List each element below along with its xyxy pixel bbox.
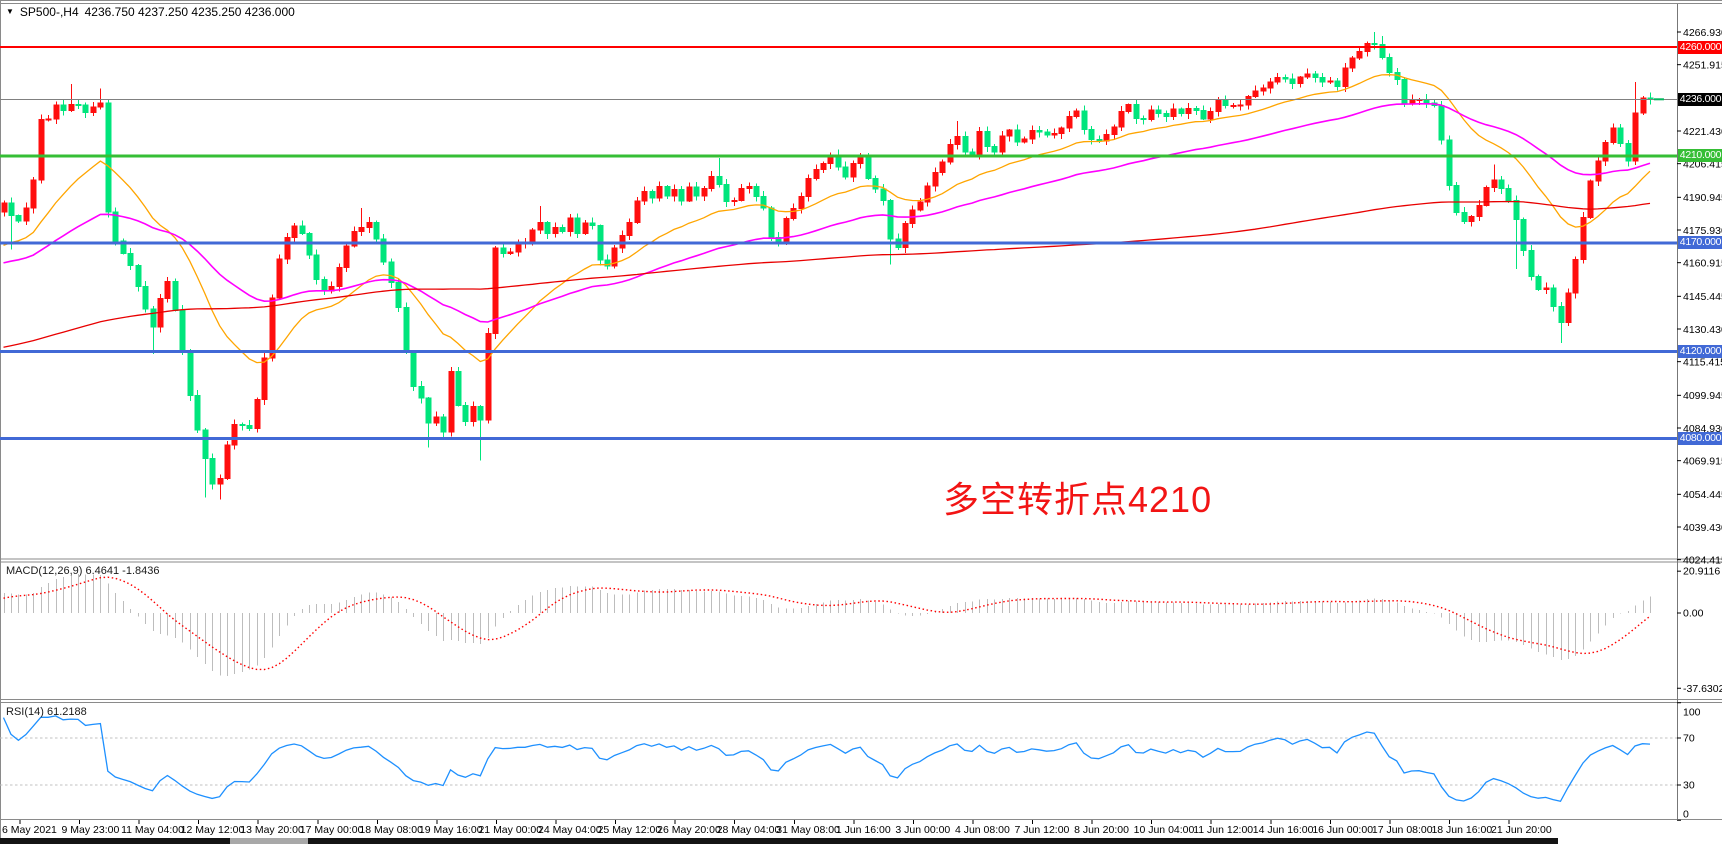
price-badge-4170.000: 4170.000 <box>1678 236 1722 250</box>
price-axis-label: 4145.445 <box>1683 291 1722 303</box>
time-axis-label: 21 Jun 20:00 <box>1491 824 1552 836</box>
price-axis-label: 4190.945 <box>1683 192 1722 204</box>
price-axis-label: 4160.915 <box>1683 257 1722 269</box>
chart-title-bar: ▼ SP500-,H4 4236.750 4237.250 4235.250 4… <box>6 5 295 19</box>
price-axis-label: 4175.930 <box>1683 225 1722 237</box>
macd-axis-label: 20.9116 <box>1683 566 1720 578</box>
macd-signal-line <box>3 576 1651 671</box>
time-axis-label: 13 May 20:00 <box>240 824 304 836</box>
symbol-dropdown-icon[interactable]: ▼ <box>6 7 14 16</box>
price-axis-label: 4099.945 <box>1683 390 1722 402</box>
time-axis-label: 18 Jun 16:00 <box>1431 824 1492 836</box>
price-axis-label: 4069.915 <box>1683 455 1722 467</box>
price-level-lines <box>0 46 1677 441</box>
price-badge-4080.000: 4080.000 <box>1678 432 1722 446</box>
price-axis-label: 4039.430 <box>1683 522 1722 534</box>
price-axis-label: 4084.930 <box>1683 423 1722 435</box>
rsi-axis-label: 100 <box>1683 707 1701 719</box>
time-axis-label: 18 May 08:00 <box>359 824 423 836</box>
price-axis-label: 4115.415 <box>1683 356 1722 368</box>
time-axis-label: 28 May 04:00 <box>717 824 781 836</box>
price-badge-4260.000: 4260.000 <box>1678 40 1722 54</box>
ma-line-0 <box>3 74 1651 364</box>
time-axis-label: 11 Jun 12:00 <box>1193 824 1253 836</box>
macd-panel <box>3 574 1651 676</box>
price-axis: 4266.9304251.9154221.4304206.4154190.945… <box>1677 27 1722 821</box>
time-axis-label: 17 May 00:00 <box>300 824 364 836</box>
price-axis-label: 4024.415 <box>1683 554 1722 566</box>
time-axis-label: 16 Jun 00:00 <box>1312 824 1373 836</box>
price-badge-4120.000: 4120.000 <box>1678 345 1722 359</box>
rsi-indicator-label: RSI(14) 61.2188 <box>6 706 87 718</box>
time-axis-label: 9 May 23:00 <box>62 824 120 836</box>
price-axis-label: 4130.430 <box>1683 324 1722 336</box>
price-axis-label: 4221.430 <box>1683 126 1722 138</box>
window-border-left <box>0 0 1 844</box>
rsi-axis-label: 30 <box>1683 780 1695 792</box>
time-axis-label: 4 Jun 08:00 <box>955 824 1010 836</box>
price-badge-4236.000: 4236.000 <box>1678 92 1722 106</box>
time-axis-label: 21 May 00:00 <box>478 824 542 836</box>
annotation-text: 多空转折点4210 <box>943 479 1213 520</box>
rsi-axis-label: 0 <box>1683 809 1689 821</box>
rsi-axis-label: 70 <box>1683 733 1695 745</box>
panel-frames <box>0 4 1722 820</box>
time-axis-label: 10 Jun 04:00 <box>1134 824 1195 836</box>
time-axis-label: 3 Jun 00:00 <box>895 824 950 836</box>
price-badge-4210.000: 4210.000 <box>1678 149 1722 163</box>
macd-axis-label: -37.6302 <box>1683 683 1722 695</box>
candles <box>1 31 1654 500</box>
time-axis-label: 19 May 16:00 <box>419 824 483 836</box>
time-axis-label: 7 Jun 12:00 <box>1015 824 1070 836</box>
time-axis-label: 6 May 2021 <box>2 824 57 836</box>
time-axis-label: 8 Jun 20:00 <box>1074 824 1129 836</box>
time-axis-label: 17 Jun 08:00 <box>1372 824 1433 836</box>
ma-line-2 <box>3 200 1651 348</box>
time-axis-label: 24 May 04:00 <box>538 824 602 836</box>
time-axis-label: 26 May 20:00 <box>657 824 721 836</box>
time-axis-label: 25 May 12:00 <box>598 824 662 836</box>
time-axis-label: 12 May 12:00 <box>181 824 245 836</box>
time-axis-label: 1 Jun 16:00 <box>836 824 891 836</box>
scrollbar-thumb[interactable] <box>230 838 308 844</box>
window-border-top2 <box>0 3 1722 4</box>
time-axis-label: 14 Jun 16:00 <box>1253 824 1314 836</box>
macd-indicator-label: MACD(12,26,9) 6.4641 -1.8436 <box>6 565 160 577</box>
moving-averages <box>3 74 1651 364</box>
chart-title-ohlc: 4236.750 4237.250 4235.250 4236.000 <box>84 5 295 19</box>
rsi-panel <box>0 715 1677 803</box>
macd-axis-label: 0.00 <box>1683 608 1704 620</box>
rsi-line <box>2 715 1651 803</box>
price-axis-label: 4054.445 <box>1683 489 1722 501</box>
window-border-top <box>0 0 1722 1</box>
time-axis-label: 11 May 04:00 <box>121 824 184 836</box>
scrollbar-track[interactable] <box>0 838 1558 844</box>
price-axis-label: 4251.915 <box>1683 59 1722 71</box>
price-axis-label: 4266.930 <box>1683 27 1722 39</box>
time-axis-label: 31 May 08:00 <box>776 824 840 836</box>
ma-line-1 <box>3 103 1651 323</box>
chart-title-symbol: SP500-,H4 <box>19 5 79 19</box>
